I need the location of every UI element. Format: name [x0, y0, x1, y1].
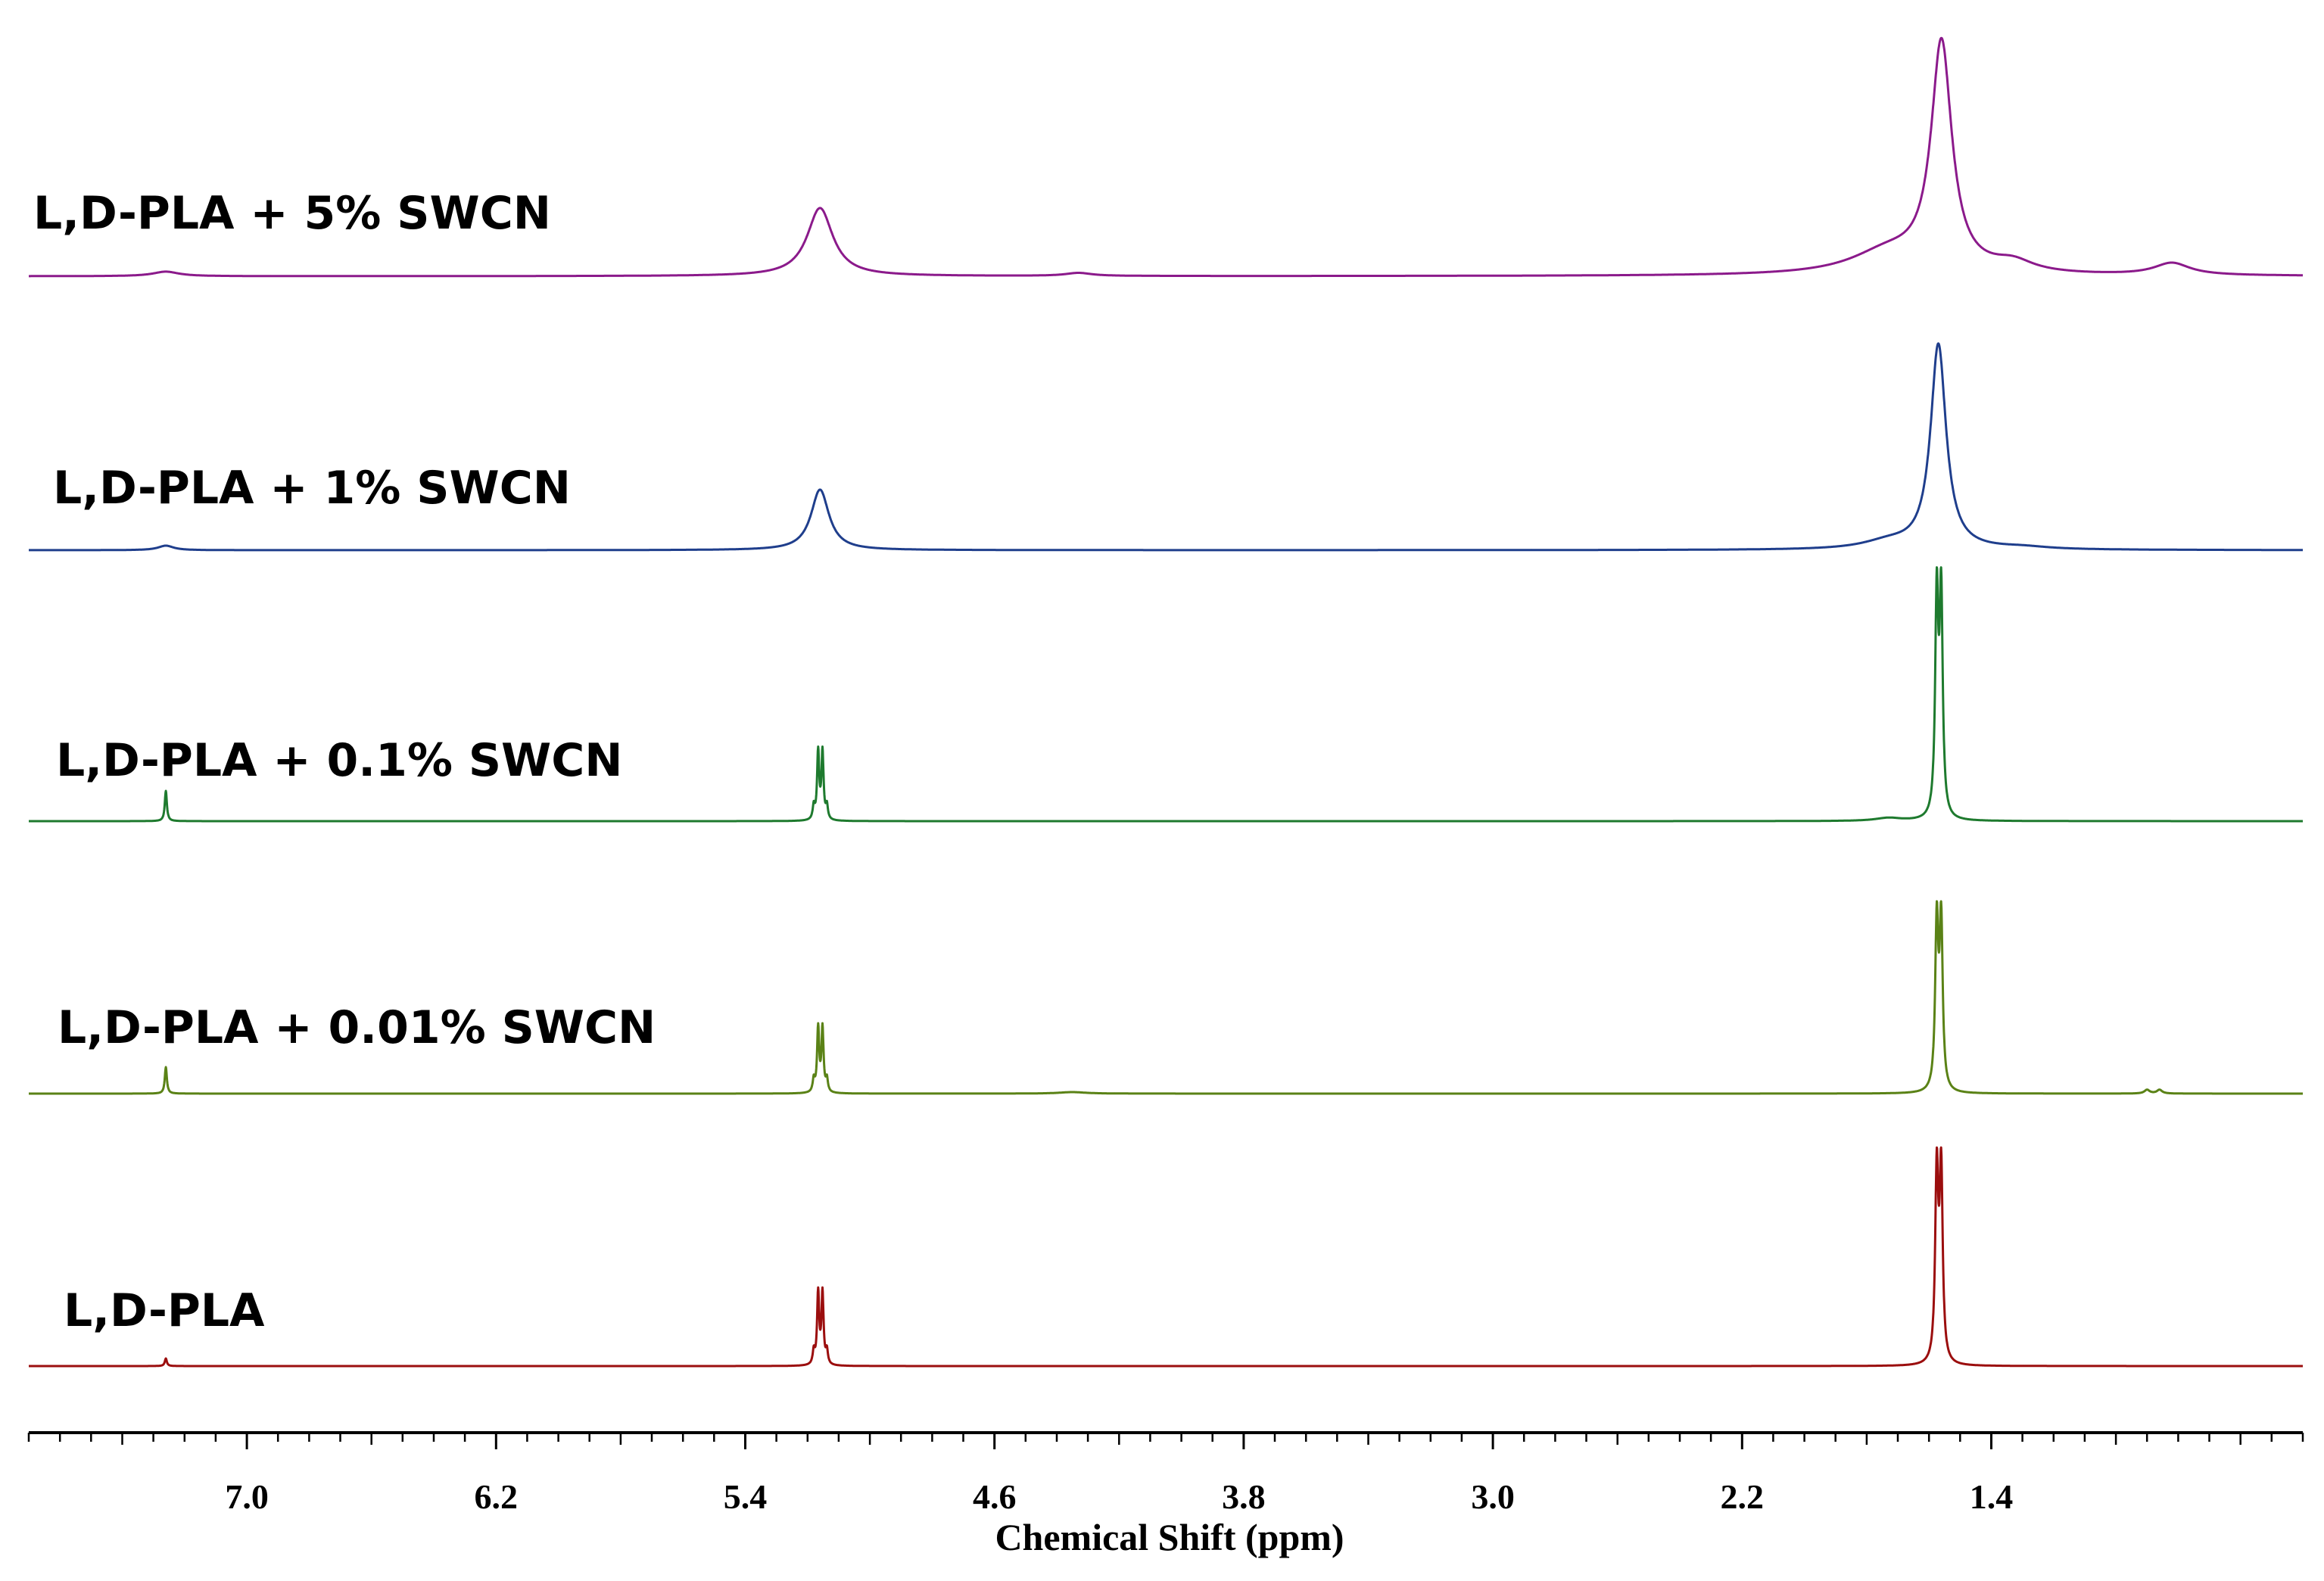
tick-label: 3.0 [1471, 1477, 1515, 1516]
series-labels: L,D-PLA + 5% SWCN L,D-PLA + 1% SWCN L,D-PL… [33, 187, 656, 1337]
series-label-l-d-pla-0-1-swcn: L,D-PLA + 0.1% SWCN [56, 734, 622, 787]
spectrum-line-l-d-pla-0-01-swcn [27, 900, 2304, 1095]
tick-label: 7.0 [225, 1477, 269, 1516]
x-axis-title: Chemical Shift (ppm) [995, 1516, 1344, 1558]
tick-label: 1.4 [1970, 1477, 2014, 1516]
spectrum-line-l-d-pla-5-swcn [27, 36, 2304, 278]
series-label-l-d-pla-5-swcn: L,D-PLA + 5% SWCN [33, 187, 551, 240]
tick-label: 3.8 [1222, 1477, 1266, 1516]
series-label-l-d-pla: L,D-PLA [64, 1284, 265, 1337]
spectrum-line-l-d-pla-0-1-swcn [27, 566, 2304, 823]
tick-label: 4.6 [973, 1477, 1017, 1516]
tick-label: 2.2 [1721, 1477, 1765, 1516]
series-label-l-d-pla-1-swcn: L,D-PLA + 1% SWCN [53, 462, 571, 515]
series-label-l-d-pla-0-01-swcn: L,D-PLA + 0.01% SWCN [58, 1001, 656, 1054]
spectra-group [27, 36, 2304, 1368]
tick-label: 5.4 [724, 1477, 768, 1516]
spectrum-line-l-d-pla-1-swcn [27, 342, 2304, 552]
spectrum-line-l-d-pla [27, 1146, 2304, 1368]
tick-label: 6.2 [475, 1477, 519, 1516]
x-axis: 7.0 6.2 5.4 4.6 3.8 3.0 2.2 1.4 Chemical Shift … [27, 1431, 2304, 1558]
x-axis-ticks [27, 1433, 2304, 1449]
x-axis-tick-labels: 7.0 6.2 5.4 4.6 3.8 3.0 2.2 1.4 [225, 1477, 2013, 1516]
